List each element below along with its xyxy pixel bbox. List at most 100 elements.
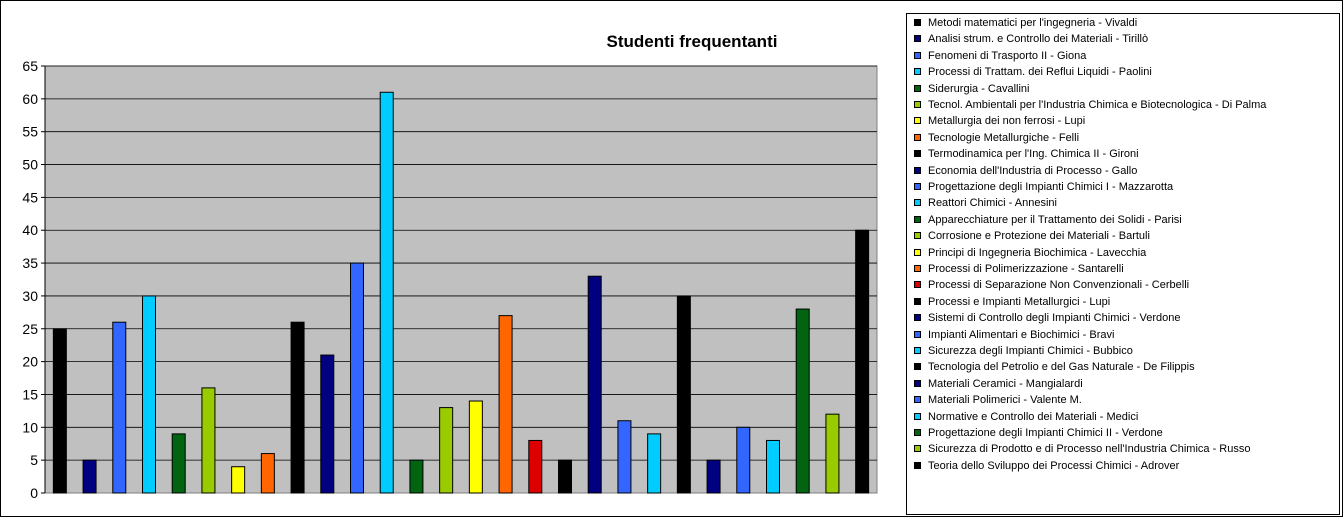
legend-swatch (914, 68, 921, 76)
plot-area (44, 65, 878, 494)
legend-swatch (914, 396, 921, 404)
legend-swatch (914, 215, 921, 223)
bar (290, 321, 305, 494)
legend-label: Impianti Alimentari e Biochimici - Bravi (928, 328, 1115, 341)
bar (498, 315, 513, 494)
y-tick-label: 55 (22, 124, 38, 140)
bar (231, 466, 246, 494)
legend-swatch (914, 281, 921, 289)
bar (409, 459, 424, 494)
legend-label: Economia dell'Industria di Processo - Ga… (928, 164, 1138, 177)
y-tick-label: 5 (30, 452, 38, 468)
legend-swatch (914, 412, 921, 420)
legend-swatch (914, 19, 921, 26)
legend-swatch (914, 429, 921, 436)
legend-label: Tecnologia del Petrolio e del Gas Natura… (928, 361, 1195, 374)
bar (379, 91, 394, 494)
bar (52, 328, 67, 494)
bar (260, 453, 275, 494)
legend-swatch (914, 117, 921, 125)
y-tick-label: 50 (22, 157, 38, 173)
legend-label: Processi di Trattam. dei Reflui Liquidi … (928, 66, 1152, 79)
y-tick-label: 15 (22, 386, 38, 402)
bar (676, 295, 691, 494)
legend-swatch (914, 166, 921, 174)
legend-label: Teoria dello Sviluppo dei Processi Chimi… (928, 459, 1180, 472)
legend-label: Processi di Separazione Non Convenzional… (928, 279, 1190, 292)
legend-label: Progettazione degli Impianti Chimici I -… (928, 181, 1174, 193)
bar (468, 400, 483, 494)
legend-swatch (914, 363, 921, 371)
y-tick-label: 40 (22, 222, 38, 238)
legend-label: Materiali Polimerici - Valente M. (928, 394, 1082, 407)
legend-label: Tecnologie Metallurgiche - Felli (928, 131, 1080, 144)
legend-swatch (914, 379, 921, 387)
legend-swatch (914, 183, 921, 190)
legend-label: Analisi strum. e Controllo dei Materiali… (928, 33, 1149, 46)
legend-label: Processi e Impianti Metallurgici - Lupi (928, 295, 1111, 308)
bar (766, 439, 780, 494)
legend-swatch (914, 35, 921, 43)
bar (736, 426, 751, 494)
legend-label: Materiali Ceramici - Mangialardi (928, 377, 1083, 390)
gridlines (45, 65, 877, 461)
legend-label: Sicurezza di Prodotto e di Processo nell… (928, 443, 1251, 456)
bar (142, 295, 156, 494)
y-tick-label: 25 (22, 321, 38, 337)
legend-swatch (914, 51, 921, 59)
bar (112, 321, 127, 494)
chart-title: Studenti frequentanti (607, 32, 778, 51)
bar (647, 433, 662, 494)
legend-label: Normative e Controllo dei Materiali - Me… (928, 410, 1139, 423)
legend-label: Termodinamica per l'Ing. Chimica II - Gi… (928, 148, 1139, 161)
y-tick-label: 30 (22, 288, 38, 304)
bar (320, 354, 335, 494)
legend-swatch (914, 84, 921, 92)
bar (587, 275, 602, 494)
legend-swatch (914, 347, 921, 354)
legend-label: Processi di Polimerizzazione - Santarell… (928, 263, 1124, 275)
bar (706, 459, 721, 494)
y-tick-label: 20 (22, 354, 38, 370)
legend-label: Reattori Chimici - Annesini (928, 197, 1057, 210)
y-tick-label: 0 (30, 485, 38, 501)
y-tick-label: 10 (22, 419, 38, 435)
legend-swatch (914, 265, 921, 272)
legend-label: Siderurgia - Cavallini (928, 82, 1030, 95)
legend-swatch (914, 461, 921, 469)
legend-label: Fenomeni di Trasporto II - Giona (928, 49, 1087, 62)
bar (439, 407, 454, 494)
y-tick-label: 35 (22, 255, 38, 271)
bar (528, 439, 543, 494)
bar-chart: 0 5 10 15 20 25 30 35 40 45 50 55 60 65 Studenti freq… (22, 32, 878, 501)
bar (795, 308, 810, 494)
bar (350, 262, 364, 494)
bar (171, 433, 186, 494)
legend-label: Apparecchiature per il Trattamento dei S… (928, 213, 1182, 226)
bar (855, 229, 870, 494)
legend-swatch (914, 232, 921, 240)
legend-swatch (914, 445, 921, 453)
legend-label: Sicurezza degli Impianti Chimici - Bubbi… (928, 345, 1133, 357)
legend-label: Metallurgia dei non ferrosi - Lupi (928, 115, 1086, 128)
legend-swatch (914, 297, 921, 305)
legend: Metodi matematici per l'ingegneria - Viv… (906, 13, 1340, 515)
legend-swatch (914, 133, 921, 141)
y-tick-label: 45 (22, 189, 38, 205)
legend-label: Metodi matematici per l'ingegneria - Viv… (928, 17, 1138, 29)
legend-label: Principi di Ingegneria Biochimica - Lave… (928, 246, 1147, 259)
legend-swatch (914, 314, 921, 322)
y-tick-label: 65 (22, 58, 38, 74)
bar (825, 413, 840, 494)
bar (82, 459, 97, 494)
legend-swatch (914, 330, 921, 338)
y-tick-label: 60 (22, 91, 38, 107)
legend-swatch (914, 199, 921, 207)
bar (558, 459, 572, 494)
bars (52, 91, 870, 494)
legend-swatch (914, 150, 921, 158)
legend-label: Sistemi di Controllo degli Impianti Chim… (928, 312, 1181, 325)
legend-swatch (914, 101, 921, 108)
bar (617, 420, 632, 494)
bar (201, 387, 216, 494)
